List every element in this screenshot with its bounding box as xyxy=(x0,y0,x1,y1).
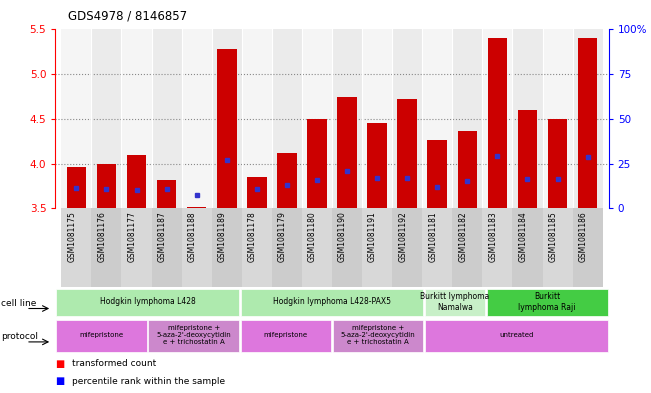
Bar xyxy=(187,206,206,208)
Bar xyxy=(127,155,146,208)
Bar xyxy=(547,119,567,208)
Text: GSM1081190: GSM1081190 xyxy=(338,211,347,262)
Bar xyxy=(542,29,573,208)
Bar xyxy=(573,208,603,287)
Text: ■: ■ xyxy=(55,358,64,369)
Bar xyxy=(518,110,537,208)
Text: GSM1081178: GSM1081178 xyxy=(248,211,257,262)
Bar xyxy=(452,208,482,287)
Bar xyxy=(242,29,272,208)
Text: GSM1081189: GSM1081189 xyxy=(217,211,227,262)
Bar xyxy=(148,320,239,352)
Text: GSM1081175: GSM1081175 xyxy=(68,211,76,262)
Bar xyxy=(272,208,302,287)
Bar xyxy=(332,29,362,208)
Text: ■: ■ xyxy=(55,376,64,386)
Text: cell line: cell line xyxy=(1,299,36,308)
Bar xyxy=(488,39,507,208)
Bar xyxy=(487,289,608,316)
Text: Burkitt lymphoma
Namalwa: Burkitt lymphoma Namalwa xyxy=(421,292,490,312)
Bar xyxy=(277,153,297,208)
Bar xyxy=(458,131,477,208)
Bar xyxy=(241,320,331,352)
Text: GDS4978 / 8146857: GDS4978 / 8146857 xyxy=(68,10,187,23)
Bar xyxy=(61,29,91,208)
Bar xyxy=(425,289,485,316)
Bar xyxy=(122,208,152,287)
Text: GSM1081181: GSM1081181 xyxy=(428,211,437,262)
Bar xyxy=(182,29,212,208)
Text: GSM1081183: GSM1081183 xyxy=(488,211,497,262)
Bar xyxy=(302,208,332,287)
Text: GSM1081187: GSM1081187 xyxy=(158,211,167,262)
Text: mifepristone +
5-aza-2'-deoxycytidin
e + trichostatin A: mifepristone + 5-aza-2'-deoxycytidin e +… xyxy=(340,325,415,345)
Text: GSM1081192: GSM1081192 xyxy=(398,211,407,262)
Bar xyxy=(56,289,239,316)
Text: transformed count: transformed count xyxy=(72,359,156,368)
Bar xyxy=(512,208,542,287)
Bar xyxy=(212,29,242,208)
Bar xyxy=(337,97,357,208)
Bar xyxy=(397,99,417,208)
Bar xyxy=(242,208,272,287)
Text: GSM1081177: GSM1081177 xyxy=(128,211,137,262)
Bar xyxy=(212,208,242,287)
Text: GSM1081182: GSM1081182 xyxy=(458,211,467,262)
Bar xyxy=(512,29,542,208)
Text: untreated: untreated xyxy=(499,332,534,338)
Bar xyxy=(452,29,482,208)
Text: GSM1081188: GSM1081188 xyxy=(187,211,197,262)
Bar xyxy=(56,320,146,352)
Bar xyxy=(241,289,423,316)
Bar xyxy=(422,208,452,287)
Bar xyxy=(91,208,122,287)
Bar xyxy=(573,29,603,208)
Text: mifepristone: mifepristone xyxy=(264,332,308,338)
Bar xyxy=(272,29,302,208)
Bar xyxy=(428,140,447,208)
Bar xyxy=(157,180,176,208)
Bar xyxy=(362,29,392,208)
Bar xyxy=(362,208,392,287)
Bar xyxy=(152,208,182,287)
Text: GSM1081191: GSM1081191 xyxy=(368,211,377,262)
Bar xyxy=(182,208,212,287)
Text: GSM1081184: GSM1081184 xyxy=(518,211,527,262)
Bar xyxy=(61,208,91,287)
Bar xyxy=(332,208,362,287)
Text: Hodgkin lymphoma L428-PAX5: Hodgkin lymphoma L428-PAX5 xyxy=(273,298,391,307)
Text: protocol: protocol xyxy=(1,332,38,341)
Bar xyxy=(247,177,267,208)
Bar xyxy=(97,163,117,208)
Bar xyxy=(217,49,236,208)
Bar xyxy=(333,320,423,352)
Text: GSM1081176: GSM1081176 xyxy=(98,211,107,262)
Bar xyxy=(425,320,608,352)
Text: GSM1081180: GSM1081180 xyxy=(308,211,317,262)
Bar xyxy=(542,208,573,287)
Bar xyxy=(91,29,122,208)
Text: GSM1081185: GSM1081185 xyxy=(549,211,557,262)
Text: percentile rank within the sample: percentile rank within the sample xyxy=(72,377,225,386)
Bar xyxy=(66,167,86,208)
Bar xyxy=(122,29,152,208)
Text: GSM1081186: GSM1081186 xyxy=(579,211,588,262)
Bar xyxy=(307,119,327,208)
Bar xyxy=(392,208,422,287)
Bar xyxy=(578,39,598,208)
Bar xyxy=(482,29,512,208)
Bar xyxy=(392,29,422,208)
Bar xyxy=(152,29,182,208)
Bar xyxy=(302,29,332,208)
Text: Hodgkin lymphoma L428: Hodgkin lymphoma L428 xyxy=(100,298,195,307)
Bar xyxy=(482,208,512,287)
Bar xyxy=(422,29,452,208)
Text: GSM1081179: GSM1081179 xyxy=(278,211,287,262)
Text: mifepristone: mifepristone xyxy=(79,332,124,338)
Bar xyxy=(367,123,387,208)
Text: mifepristone +
5-aza-2'-deoxycytidin
e + trichostatin A: mifepristone + 5-aza-2'-deoxycytidin e +… xyxy=(156,325,231,345)
Text: Burkitt
lymphoma Raji: Burkitt lymphoma Raji xyxy=(518,292,576,312)
